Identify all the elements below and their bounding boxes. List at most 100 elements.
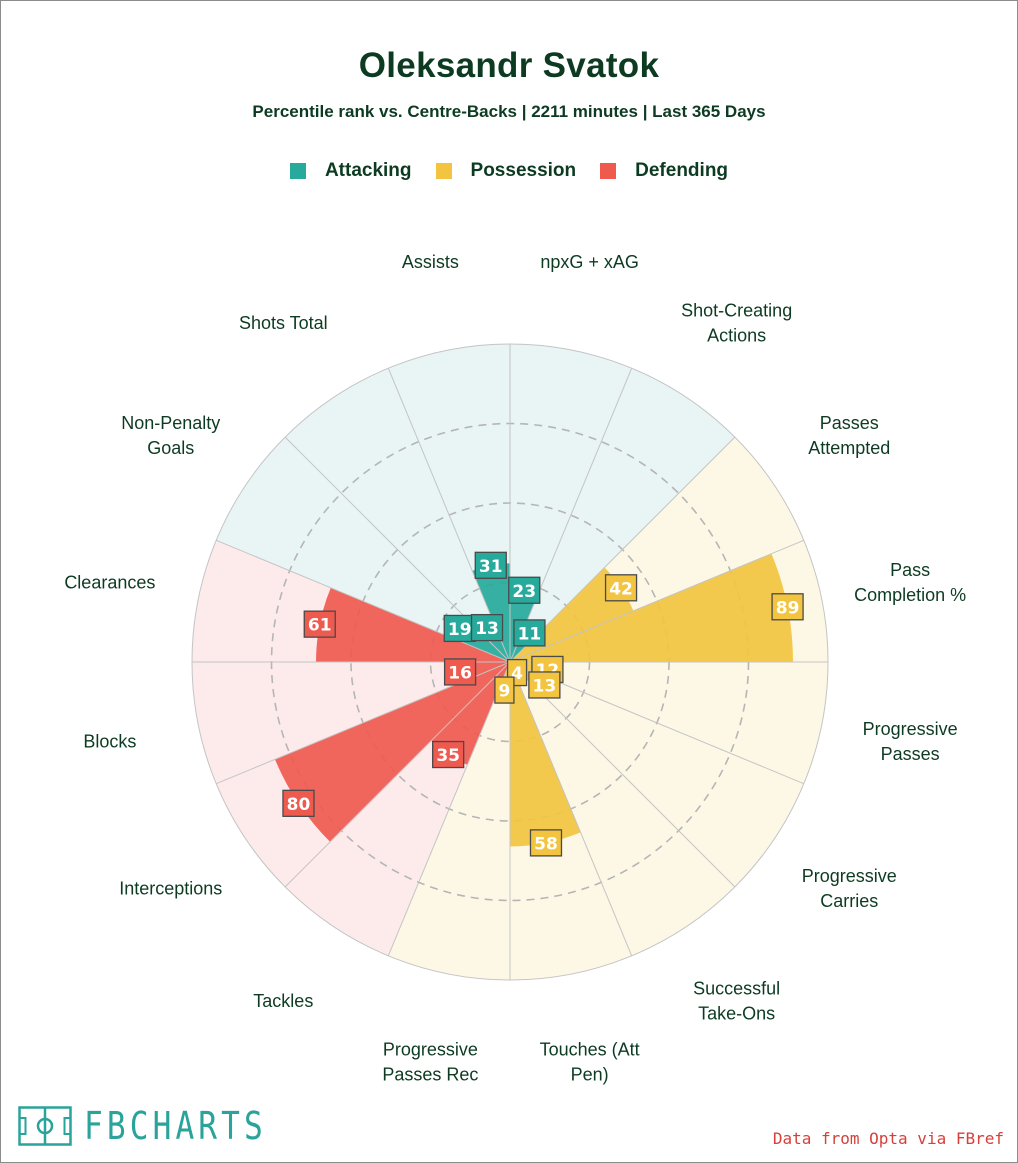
sector-bg-blocks (192, 662, 510, 784)
value-box-interceptions (282, 789, 315, 817)
category-label-line: Pass (890, 560, 930, 580)
bar-tackles (431, 662, 510, 765)
value-box-tackles (432, 740, 465, 769)
chart-subtitle: Percentile rank vs. Centre-Backs | 2211 … (252, 102, 766, 121)
bar-pass-completion (510, 553, 794, 662)
category-label-line: Non-Penalty (121, 413, 220, 433)
value-label-touches-att-pen: 58 (534, 834, 558, 854)
sector-bg-npxg-xag (510, 344, 632, 662)
value-box-touches-att-pen (529, 829, 563, 857)
value-label-progressive-carries: 13 (533, 676, 557, 696)
category-label-line: Successful (693, 979, 780, 999)
pitch-logo-icon (18, 1106, 72, 1146)
spoke-10 (284, 661, 511, 888)
category-label-line: npxG + xAG (540, 252, 639, 272)
category-label-progressive-carries: Progressive Carries (802, 866, 897, 911)
category-label-shot-creating-actions: Shot-Creating Actions (681, 300, 792, 345)
legend-item-defending: Defending (600, 160, 728, 182)
legend-label-attacking: Attacking (324, 160, 412, 181)
category-label-line: Blocks (83, 732, 136, 752)
value-label-shot-creating-actions: 11 (518, 624, 542, 644)
spoke-7 (509, 661, 633, 956)
sector-bg-progressive-carries (510, 662, 804, 887)
category-label-progressive-passes: Progressive Passes (863, 719, 958, 764)
value-box-clearances (303, 610, 336, 638)
legend-item-possession: Possession (435, 160, 577, 182)
sector-bg-non-penalty-goals (216, 437, 510, 662)
category-label-line: Completion % (854, 585, 966, 605)
fbcharts-logo: FBCHARTS (18, 1104, 307, 1148)
legend-swatch-possession (435, 163, 452, 179)
category-label-line: Interceptions (119, 879, 222, 899)
category-label-line: Progressive (383, 1040, 478, 1060)
category-label-assists: Assists (402, 252, 459, 272)
value-label-shots-total: 13 (475, 619, 499, 639)
bar-clearances (316, 587, 510, 662)
legend: Attacking Possession Defending (0, 160, 1018, 182)
category-label-line: Passes (881, 744, 940, 764)
category-label-non-penalty-goals: Non-Penalty Goals (121, 413, 220, 458)
sector-bg-progressive-passes (510, 662, 828, 784)
data-credit: Data from Opta via FBref (772, 1129, 1004, 1148)
value-label-passes-attempted: 42 (609, 579, 633, 599)
category-label-line: Shots Total (239, 313, 328, 333)
category-label-line: Clearances (64, 572, 155, 592)
legend-item-attacking: Attacking (289, 160, 412, 182)
sector-bg-successful-take-ons (510, 662, 735, 956)
category-label-line: Progressive (802, 866, 897, 886)
value-label-blocks: 16 (448, 663, 472, 683)
category-label-line: Passes Rec (382, 1065, 478, 1085)
value-box-npxg-xag (508, 576, 541, 604)
category-label-progressive-passes-rec: Progressive Passes Rec (382, 1040, 478, 1085)
category-label-line: Carries (820, 891, 878, 911)
value-label-clearances: 61 (308, 616, 332, 636)
category-label-line: Tackles (253, 991, 313, 1011)
value-label-pass-completion: 89 (776, 598, 800, 618)
sector-bg-shot-creating-actions (510, 368, 735, 662)
value-label-interceptions: 80 (287, 795, 311, 815)
spoke-3 (509, 539, 804, 663)
category-label-line: Assists (402, 252, 459, 272)
value-label-assists: 31 (479, 557, 503, 577)
value-label-progressive-passes-rec: 9 (498, 682, 510, 702)
category-label-blocks: Blocks (83, 732, 136, 752)
category-label-line: Goals (147, 438, 194, 458)
category-label-line: Shot-Creating (681, 300, 792, 320)
category-label-line: Pen) (571, 1065, 609, 1085)
spoke-2 (509, 436, 736, 663)
legend-label-possession: Possession (470, 160, 577, 181)
value-box-shot-creating-actions (513, 619, 546, 647)
category-label-line: Actions (707, 325, 766, 345)
category-label-pass-completion: Pass Completion % (854, 560, 966, 605)
logo-text: FBCHARTS (84, 1104, 267, 1148)
category-label-clearances: Clearances (64, 572, 155, 592)
category-label-tackles: Tackles (253, 991, 313, 1011)
outer-ring (191, 343, 829, 981)
legend-swatch-defending (600, 163, 617, 179)
category-label-passes-attempted: Passes Attempted (808, 413, 890, 458)
legend-swatch-attacking (289, 163, 306, 179)
spoke-1 (509, 368, 633, 663)
value-box-pass-completion (771, 593, 804, 621)
category-label-shots-total: Shots Total (239, 313, 328, 333)
category-label-line: Passes (820, 413, 879, 433)
value-label-non-penalty-goals: 19 (448, 620, 472, 640)
value-box-passes-attempted (604, 574, 638, 602)
value-box-progressive-carries (528, 671, 561, 699)
category-label-touches-att-pen: Touches (Att Pen) (540, 1040, 640, 1085)
value-label-npxg-xag: 23 (512, 582, 536, 602)
category-label-line: Touches (Att (540, 1040, 640, 1060)
bar-touches-att-pen (510, 662, 581, 847)
value-box-non-penalty-goals (443, 614, 476, 643)
spoke-6 (509, 661, 736, 888)
value-label-tackles: 35 (436, 746, 460, 766)
category-label-npxg-xag: npxG + xAG (540, 252, 639, 272)
value-box-assists (474, 551, 507, 579)
sector-bg-progressive-passes-rec (388, 662, 510, 980)
category-label-interceptions: Interceptions (119, 879, 222, 899)
spoke-15 (387, 368, 511, 663)
bar-interceptions (274, 662, 510, 842)
legend-label-defending: Defending (635, 160, 729, 181)
value-box-blocks (443, 658, 477, 686)
